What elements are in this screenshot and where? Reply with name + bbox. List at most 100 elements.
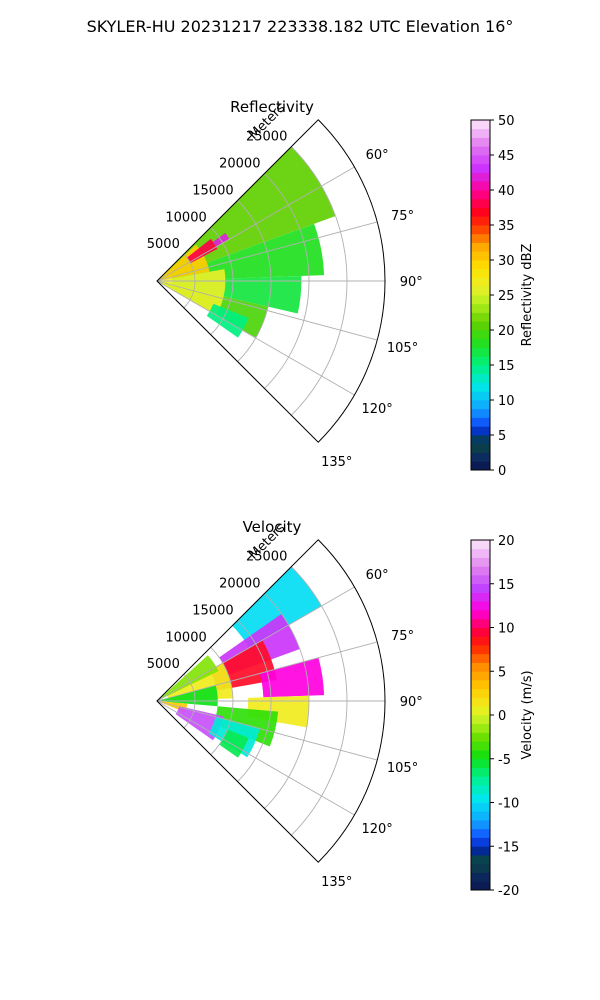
colorbar-tick-label: 0 <box>498 464 506 479</box>
colorbar-segment <box>471 548 490 558</box>
colorbar-segment <box>471 347 490 357</box>
colorbar-tick-label: 20 <box>498 534 515 549</box>
angle-tick-label: 135° <box>321 455 352 470</box>
angle-tick-label: 120° <box>361 822 392 837</box>
angle-tick-label: 75° <box>391 629 414 644</box>
colorbar-segment <box>471 601 490 611</box>
colorbar-tick-label: 30 <box>498 254 515 269</box>
colorbar-tick-label: 0 <box>498 709 506 724</box>
panel-title: Reflectivity <box>230 98 314 116</box>
radial-tick-label: 20000 <box>219 157 260 172</box>
colorbar-segment <box>471 408 490 418</box>
colorbar-tick-label: -10 <box>498 797 519 812</box>
colorbar-segment <box>471 846 490 856</box>
colorbar-segment <box>471 382 490 392</box>
echo-region <box>219 729 249 758</box>
azimuth-spoke <box>156 221 378 282</box>
colorbar-tick-label: 35 <box>498 219 515 234</box>
colorbar-segment <box>471 723 490 733</box>
colorbar-segment <box>471 583 490 593</box>
colorbar-segment <box>471 277 490 287</box>
colorbar-segment <box>471 872 490 882</box>
colorbar-segment <box>471 715 490 725</box>
colorbar-segment <box>471 855 490 865</box>
colorbar-segment <box>471 828 490 838</box>
colorbar-segment <box>471 198 490 208</box>
radial-tick-label: 25000 <box>246 550 287 565</box>
colorbar-segment <box>471 618 490 628</box>
angle-tick-label: 120° <box>361 402 392 417</box>
colorbar-tick-label: 15 <box>498 578 515 593</box>
colorbar-segment <box>471 741 490 751</box>
colorbar-tick-label: 40 <box>498 184 515 199</box>
colorbar-segment <box>471 190 490 200</box>
colorbar-segment <box>471 627 490 637</box>
colorbar-segment <box>471 688 490 698</box>
colorbar-segment <box>471 653 490 663</box>
colorbar-segment <box>471 417 490 427</box>
colorbar-segment <box>471 863 490 873</box>
colorbar-segment <box>471 461 490 471</box>
azimuth-spoke <box>156 586 355 702</box>
colorbar-segment <box>471 426 490 436</box>
colorbar-tick-label: 45 <box>498 149 515 164</box>
radial-tick-label: 25000 <box>246 130 287 145</box>
angle-tick-label: 135° <box>321 875 352 890</box>
colorbar-tick-label: 15 <box>498 359 515 374</box>
colorbar-segment <box>471 671 490 681</box>
colorbar-segment <box>471 662 490 672</box>
colorbar-segment <box>471 312 490 322</box>
colorbar-segment <box>471 128 490 138</box>
echo-region <box>186 238 218 264</box>
radial-tick-label: 10000 <box>165 210 206 225</box>
angle-tick-label: 105° <box>387 761 418 776</box>
colorbar-segment <box>471 793 490 803</box>
colorbar-segment <box>471 636 490 646</box>
radial-tick-label: 15000 <box>192 603 233 618</box>
colorbar-segment <box>471 260 490 270</box>
colorbar-segment <box>471 268 490 278</box>
colorbar-segment <box>471 881 490 891</box>
velocity-panel: Velocity 60° 75° 90° 105° 120° 135° 5000 10000 15… <box>147 518 535 899</box>
colorbar: 0 5 10 15 20 25 30 35 40 45 50 Reflectivity dBZ <box>470 114 535 479</box>
colorbar-segment <box>471 820 490 830</box>
radial-tick-label: 5000 <box>147 657 180 672</box>
angle-tick-label: 90° <box>400 695 423 710</box>
colorbar-segment <box>471 443 490 453</box>
colorbar-label: Reflectivity dBZ <box>520 244 535 347</box>
echo-region <box>171 223 325 281</box>
radial-tick-label: 15000 <box>192 183 233 198</box>
colorbar-segment <box>471 435 490 445</box>
colorbar-segment <box>471 811 490 821</box>
sector-frame <box>156 119 386 443</box>
panel-title: Velocity <box>243 518 302 536</box>
angle-tick-label: 60° <box>366 148 389 163</box>
colorbar-segment <box>471 233 490 243</box>
colorbar-tick-label: 10 <box>498 622 515 637</box>
radial-tick-label: 20000 <box>219 577 260 592</box>
colorbar-segment <box>471 592 490 602</box>
colorbar-segment <box>471 566 490 576</box>
colorbar-tick-label: 5 <box>498 665 506 680</box>
colorbar-segment <box>471 610 490 620</box>
colorbar-tick-label: 50 <box>498 114 515 129</box>
sector-frame <box>156 539 386 863</box>
azimuth-spoke <box>156 641 378 702</box>
colorbar-segment <box>471 732 490 742</box>
colorbar-segment <box>471 286 490 296</box>
colorbar-label: Velocity (m/s) <box>520 670 535 759</box>
colorbar-segment <box>471 181 490 191</box>
colorbar-segment <box>471 295 490 305</box>
colorbar-segment <box>471 251 490 261</box>
colorbar-segment <box>471 767 490 777</box>
radial-tick-label: 10000 <box>165 630 206 645</box>
colorbar-segment <box>471 785 490 795</box>
azimuth-spoke <box>156 700 355 816</box>
colorbar-segment <box>471 155 490 165</box>
colorbar-tick-label: 20 <box>498 324 515 339</box>
colorbar-segment <box>471 146 490 156</box>
azimuth-spoke <box>156 166 355 282</box>
colorbar-tick-label: -20 <box>498 884 519 899</box>
colorbar-segment <box>471 557 490 567</box>
